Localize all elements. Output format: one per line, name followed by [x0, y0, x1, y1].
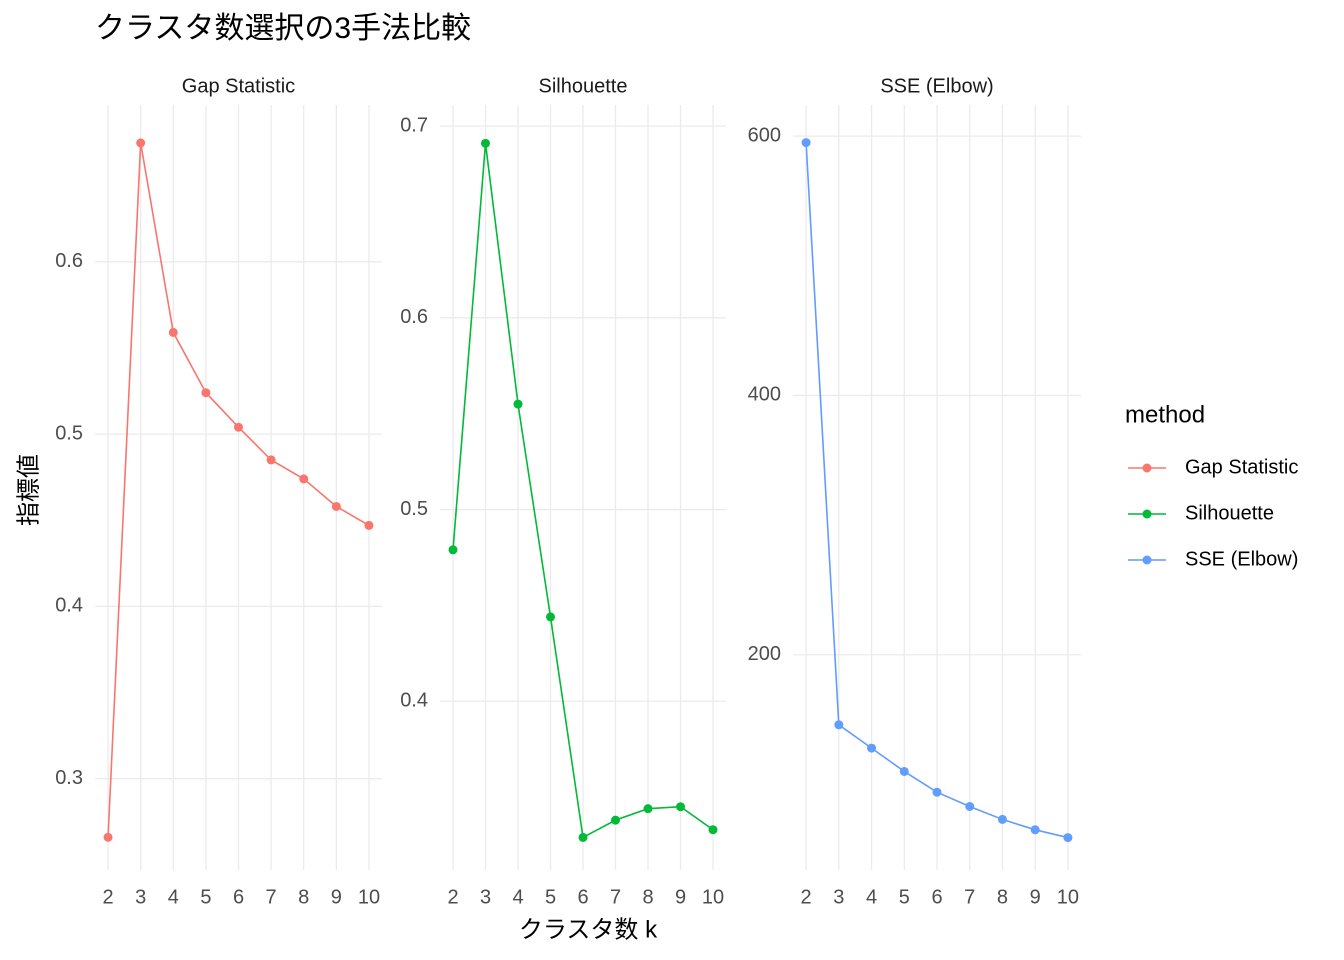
legend-label: Gap Statistic — [1185, 456, 1298, 478]
y-tick-label: 0.5 — [55, 422, 83, 444]
x-tick-label: 2 — [801, 886, 812, 908]
legend-marker — [1142, 509, 1152, 519]
y-axis-label: 指標値 — [15, 454, 42, 526]
x-tick-label: 3 — [833, 886, 844, 908]
x-tick-label: 9 — [331, 886, 342, 908]
data-point — [708, 825, 718, 835]
x-tick-label: 8 — [997, 886, 1008, 908]
data-point — [867, 743, 877, 753]
data-point — [201, 388, 211, 398]
data-point — [611, 815, 620, 825]
data-point — [801, 138, 811, 148]
x-tick-label: 9 — [675, 886, 686, 908]
x-tick-label: 7 — [964, 886, 975, 908]
chart-title: クラスタ数選択の3手法比較 — [95, 12, 471, 45]
y-tick-label: 0.4 — [400, 690, 428, 712]
x-tick-label: 5 — [899, 886, 910, 908]
x-tick-label: 4 — [512, 886, 523, 908]
data-point — [578, 832, 588, 842]
data-point — [448, 545, 458, 555]
x-tick-label: 6 — [577, 886, 588, 908]
x-tick-label: 5 — [545, 886, 556, 908]
x-tick-label: 4 — [866, 886, 877, 908]
y-tick-label: 200 — [748, 643, 781, 665]
x-tick-label: 7 — [266, 886, 277, 908]
data-point — [136, 138, 146, 148]
data-point — [481, 138, 490, 148]
data-point — [899, 766, 909, 776]
data-point — [965, 801, 975, 811]
data-point — [676, 802, 685, 812]
x-tick-label: 3 — [135, 886, 146, 908]
data-point — [299, 474, 309, 484]
data-point — [168, 327, 178, 337]
legend-marker — [1142, 463, 1152, 473]
data-point — [643, 804, 653, 814]
y-tick-label: 0.6 — [400, 306, 428, 328]
x-tick-label: 3 — [480, 886, 491, 908]
data-point — [1063, 833, 1073, 843]
data-point — [364, 520, 374, 530]
data-point — [1030, 825, 1040, 835]
facet-title: Silhouette — [539, 75, 628, 97]
data-point — [103, 832, 113, 842]
x-tick-label: 6 — [233, 886, 244, 908]
y-tick-label: 600 — [748, 124, 781, 146]
x-tick-label: 8 — [642, 886, 653, 908]
legend-label: SSE (Elbow) — [1185, 548, 1298, 570]
x-tick-label: 4 — [168, 886, 179, 908]
x-axis-label: クラスタ数 k — [519, 916, 658, 943]
y-tick-label: 0.4 — [55, 595, 83, 617]
x-tick-label: 7 — [610, 886, 621, 908]
y-tick-label: 0.3 — [55, 767, 83, 789]
x-tick-label: 5 — [200, 886, 211, 908]
data-point — [234, 422, 243, 432]
data-point — [513, 399, 523, 409]
facet-title: Gap Statistic — [182, 75, 295, 97]
facet-title: SSE (Elbow) — [880, 75, 993, 97]
data-point — [546, 612, 555, 622]
data-point — [932, 787, 942, 797]
x-tick-label: 2 — [447, 886, 458, 908]
x-tick-label: 9 — [1030, 886, 1041, 908]
legend-label: Silhouette — [1185, 502, 1274, 524]
data-point — [331, 501, 341, 511]
legend-title: method — [1125, 401, 1205, 428]
x-tick-label: 6 — [931, 886, 942, 908]
x-tick-label: 2 — [102, 886, 113, 908]
data-point — [997, 814, 1007, 824]
x-tick-label: 10 — [358, 886, 380, 908]
y-tick-label: 0.7 — [400, 114, 428, 136]
y-tick-label: 0.5 — [400, 498, 428, 520]
y-tick-label: 400 — [748, 384, 781, 406]
data-point — [266, 455, 276, 465]
y-tick-label: 0.6 — [55, 250, 83, 272]
x-tick-label: 8 — [298, 886, 309, 908]
data-point — [834, 720, 844, 730]
x-tick-label: 10 — [1057, 886, 1079, 908]
legend-marker — [1142, 555, 1152, 565]
x-tick-label: 10 — [702, 886, 724, 908]
